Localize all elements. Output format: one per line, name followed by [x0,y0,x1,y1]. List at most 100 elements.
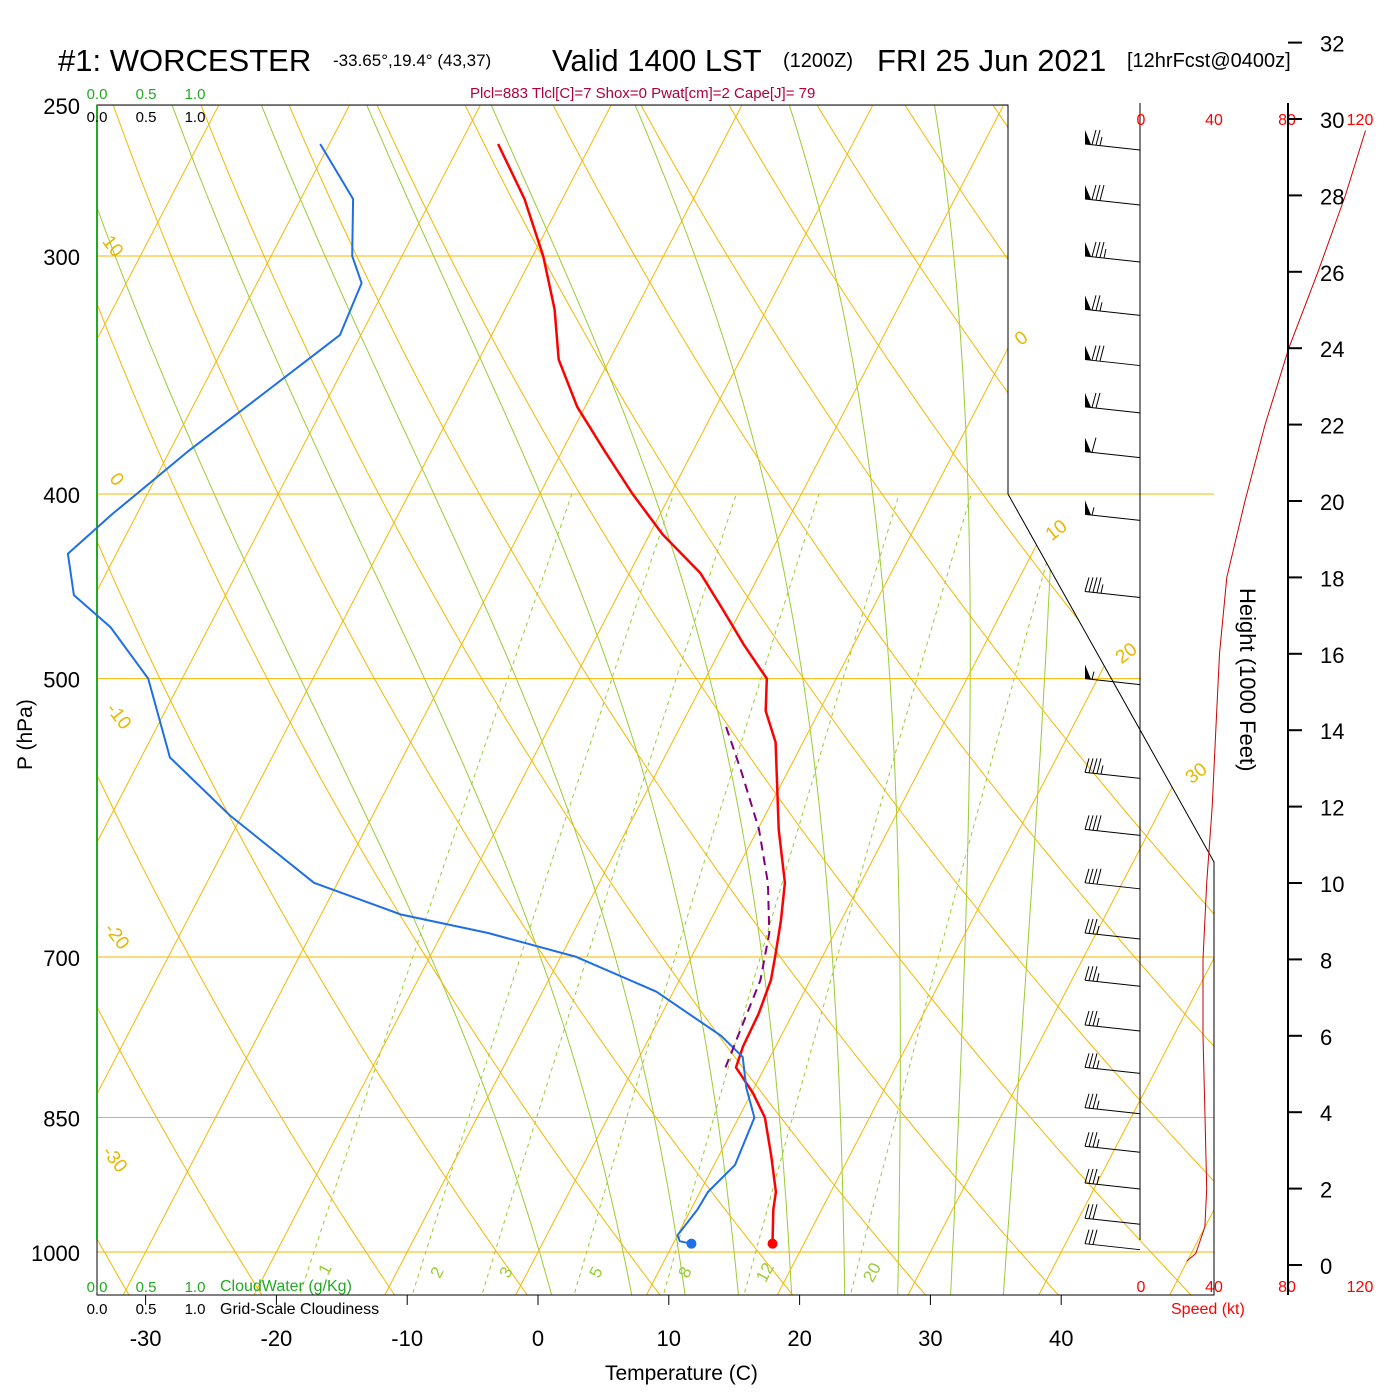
mixing-ratio-line [292,493,573,1295]
cloudwater-tick: 1.0 [185,86,206,103]
dry-adiabat [1144,105,1214,1295]
isotherm [373,105,1022,1295]
isobars [97,104,1214,1253]
dewpoint-profile [66,143,756,1245]
x-tick-label: -30 [130,1326,162,1351]
mixing-ratio-line [405,493,674,1295]
wind-barb [1084,241,1141,263]
station-coords: -33.65°,19.4° (43,37) [333,51,491,70]
moist-adiabat [475,105,794,1295]
dry-adiabat [100,105,811,1295]
moist-adiabat [928,105,971,1295]
cloudwater-label: CloudWater (g/Kg) [220,1278,352,1295]
station-title: #1: WORCESTER [58,43,311,78]
speed-tick-bottom: 0 [1137,1279,1146,1296]
y-tick-label: 300 [43,245,80,270]
isotherm-label: 0 [1011,327,1032,350]
dry-adiabat [97,105,410,1295]
moist-adiabat [159,105,637,1295]
speed-tick-top: 0 [1137,112,1146,129]
isotherm [97,105,237,1295]
isotherm [504,105,1153,1295]
dry-adiabat [970,105,1214,1295]
isotherms [97,105,1214,1295]
y-tick-label: 850 [43,1107,80,1132]
dry-adiabat [97,105,677,1295]
mixing-ratio-line [567,493,820,1295]
y-tick-label: 1000 [31,1241,80,1266]
speed-tick-top: 40 [1205,112,1223,129]
isotherm [97,105,499,1295]
height-tick-label: 30 [1320,108,1344,133]
moist-adiabat [620,105,846,1295]
dry-adiabat [361,105,1212,1295]
cloudwater-tick: 0.0 [87,86,108,103]
mixing-ratio-label: 5 [586,1264,607,1281]
wind-barb [1084,295,1141,316]
isotherm-label: -20 [100,919,133,954]
y-tick-label: 250 [43,94,80,119]
moist-adiabat [777,105,901,1295]
speed-tick-bottom: 40 [1205,1279,1223,1296]
height-tick-label: 8 [1320,948,1332,973]
parcel-trace [724,726,771,1068]
height-tick-label: 2 [1320,1178,1332,1203]
wind-barb [1084,758,1141,779]
mixing-ratio-line [657,493,900,1295]
cloudiness-tick: 0.5 [136,1301,157,1318]
wind-barbs [1084,129,1141,1251]
height-tick-label: 18 [1320,566,1344,591]
isotherm-label: 30 [1182,759,1212,789]
dry-adiabat [796,105,1214,1295]
wind-barb [1084,1204,1141,1225]
isotherm [766,105,1214,1295]
isotherm [1027,105,1214,1295]
x-tick-label: 20 [787,1326,811,1351]
y-axis: 250 300 400 500 700 850 1000 [31,94,80,1266]
wind-barb [1084,918,1141,940]
mixing-ratio-label: 3 [496,1264,517,1281]
dry-adiabat [622,105,1214,1295]
mixing-ratio-label: 2 [427,1264,448,1281]
speed-axis-label: Speed (kt) [1171,1301,1245,1318]
dry-adiabat [709,105,1214,1295]
cloudiness-tick: 1.0 [185,109,206,126]
mixing-ratio-lines [292,493,1067,1295]
cloudiness-tick: 0.5 [136,109,157,126]
dry-adiabat [535,105,1214,1295]
cloud-scale-bottom: 0.0 0.5 1.0 0.0 0.5 1.0 [87,1279,206,1318]
wind-barb [1084,1132,1141,1153]
cloudwater-tick: 0.5 [136,1279,157,1296]
x-tick-label: -10 [391,1326,423,1351]
height-tick-label: 16 [1320,643,1344,668]
height-tick-label: 24 [1320,337,1344,362]
wind-barb [1084,577,1141,598]
wind-barb [1084,1168,1141,1190]
wind-barb [1084,392,1141,414]
cloud-scale-top: 0.0 0.5 1.0 0.0 0.5 1.0 [87,86,206,126]
mixing-ratio-label: 12 [752,1260,778,1286]
wind-barb [1084,1229,1141,1251]
dry-adiabat [97,105,543,1295]
isotherm-label: 20 [1112,639,1142,669]
wind-barb [1084,966,1141,987]
height-tick-label: 4 [1320,1101,1332,1126]
x-tick-label: -20 [261,1326,293,1351]
wind-barb [1084,1053,1141,1074]
mixing-ratio-line [475,493,737,1295]
moist-adiabat [97,105,558,1295]
cloudiness-tick: 1.0 [185,1301,206,1318]
surface-dewpoint-dot [686,1238,697,1249]
profiles [66,143,787,1249]
plot-frame [96,104,1215,1296]
isotherm [242,105,891,1295]
isotherm-label: 10 [1042,516,1072,546]
dry-adiabat [0,71,7,1315]
dry-adiabat [97,105,276,1295]
speed-tick-bottom: 120 [1347,1279,1374,1296]
wind-barb [1084,868,1141,890]
y-tick-label: 700 [43,946,80,971]
cloudiness-tick: 0.0 [87,1301,108,1318]
